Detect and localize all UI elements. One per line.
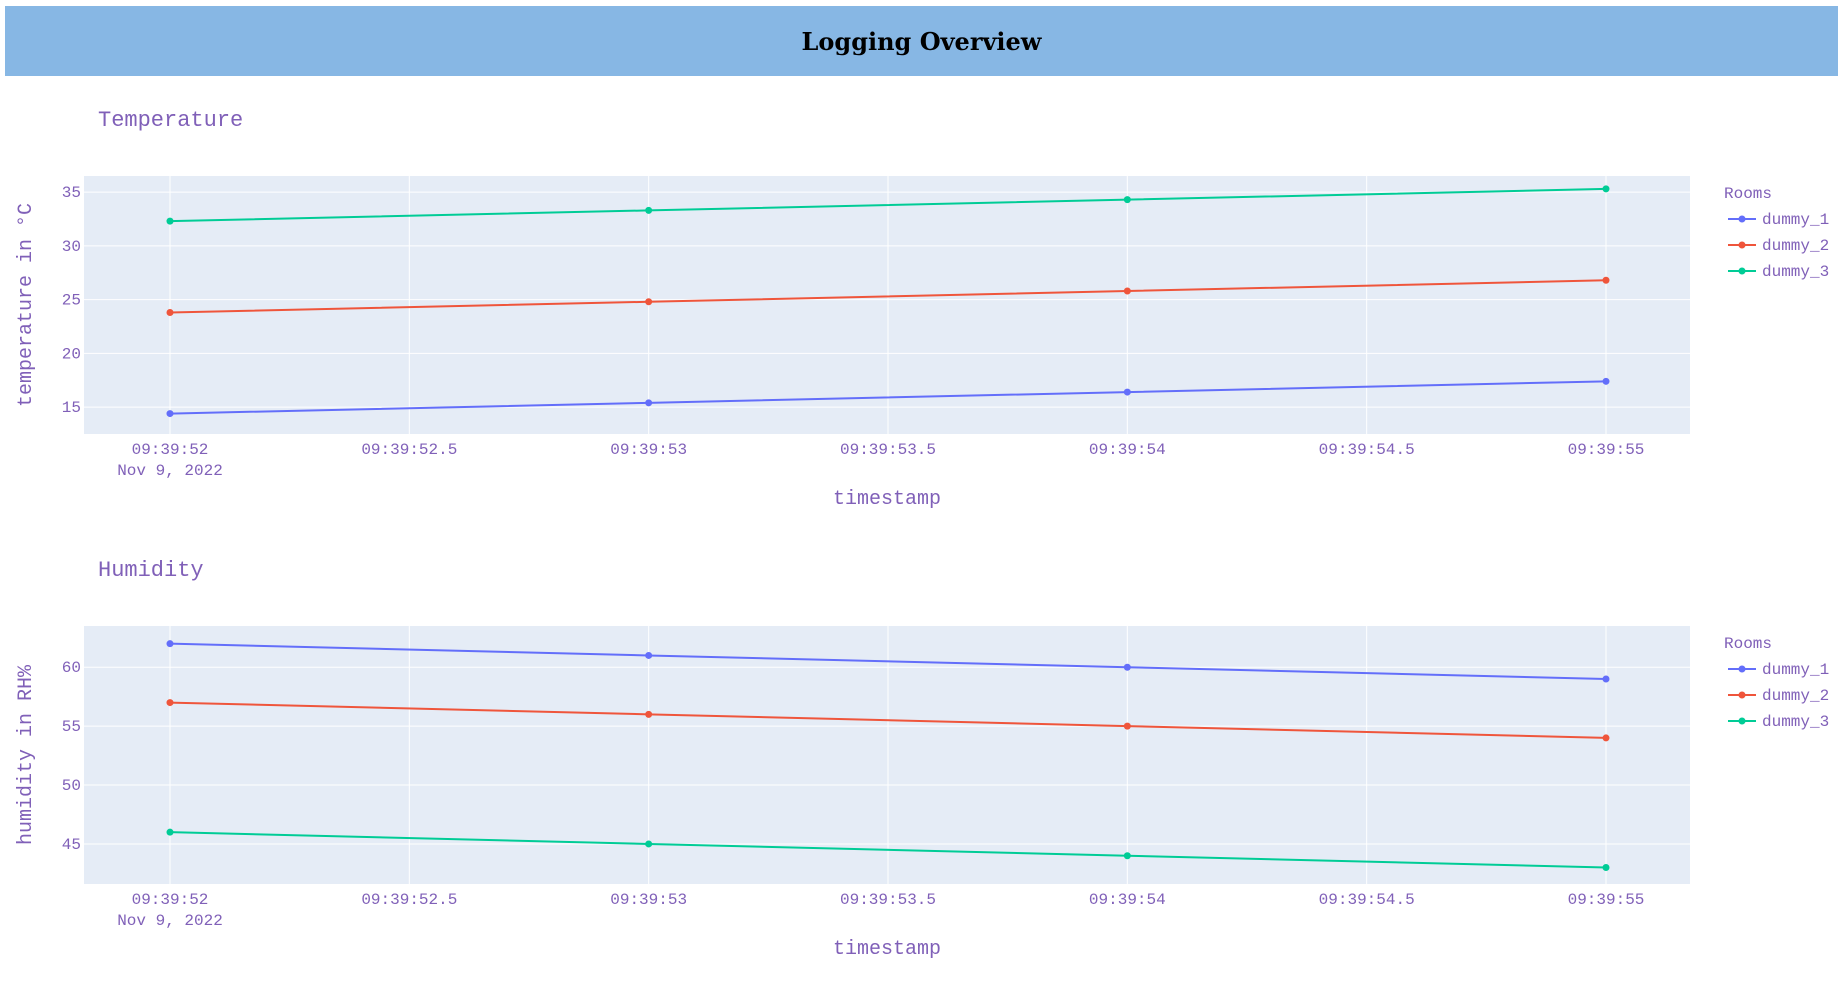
temperature-x-date-label: Nov 9, 2022 [117,462,223,480]
page-header: Logging Overview [5,6,1838,76]
humidity-chart: Humidity 09:39:52 09:39:52.5 09:39:53 09:39:… [0,540,1838,990]
humidity-data-point-dummy_2 [645,710,653,718]
temperature-x-tick-label: 09:39:52 [132,441,209,459]
humidity-legend-title: Rooms [1724,635,1772,653]
temperature-data-point-dummy_2 [645,298,653,306]
page-title: Logging Overview [801,26,1042,56]
temperature-y-tick-label: 15 [62,399,81,417]
temperature-data-point-dummy_2 [1123,287,1131,295]
humidity-x-axis-title: timestamp [833,938,941,961]
humidity-x-tick-label: 09:39:53.5 [840,891,936,909]
humidity-data-point-dummy_1 [1123,663,1131,671]
temperature-chart-svg: Temperature 09:39:52 09:39:52.5 09:39:53 09:… [15,108,1829,511]
temperature-chart: Temperature 09:39:52 09:39:52.5 09:39:53 09:… [0,90,1838,540]
temperature-legend-item-dummy_3: dummy_3 [1762,263,1829,281]
temperature-plot-area [84,176,1690,434]
temperature-data-point-dummy_1 [1123,388,1131,396]
temperature-x-tick-label: 09:39:53 [610,441,687,459]
humidity-plot-area [84,626,1690,884]
temperature-legend-swatch-dot [1738,215,1746,223]
temperature-data-point-dummy_2 [166,309,174,317]
temperature-data-point-dummy_1 [1602,377,1610,385]
temperature-chart-title: Temperature [98,108,243,133]
humidity-series-line-dummy_1 [169,642,1607,681]
temperature-data-point-dummy_3 [1602,185,1610,193]
temperature-x-tick-label: 09:39:54 [1089,441,1166,459]
humidity-y-tick-label: 50 [62,777,81,795]
temperature-legend-item-dummy_2: dummy_2 [1762,237,1829,255]
humidity-y-axis-title: humidity in RH% [15,664,38,845]
humidity-data-point-dummy_1 [166,640,174,648]
humidity-legend-item-dummy_2: dummy_2 [1762,687,1829,705]
humidity-legend-item-dummy_3: dummy_3 [1762,713,1829,731]
temperature-legend-item-dummy_1: dummy_1 [1762,211,1829,229]
humidity-data-point-dummy_2 [166,699,174,707]
temperature-legend-swatch-dot [1738,241,1746,249]
humidity-x-tick-label: 09:39:55 [1568,891,1645,909]
humidity-legend-swatch-dot [1738,717,1746,725]
temperature-y-axis-title: temperature in °C [15,203,38,407]
temperature-data-point-dummy_3 [645,206,653,214]
humidity-data-point-dummy_3 [166,828,174,836]
temperature-x-tick-label: 09:39:53.5 [840,441,936,459]
humidity-data-point-dummy_2 [1602,734,1610,742]
temperature-x-axis-title: timestamp [833,488,941,511]
temperature-y-tick-label: 35 [62,184,81,202]
humidity-data-point-dummy_2 [1123,722,1131,730]
temperature-data-point-dummy_3 [1123,196,1131,204]
humidity-legend-swatch-dot [1738,665,1746,673]
temperature-y-tick-label: 30 [62,238,81,256]
humidity-data-point-dummy_3 [1123,852,1131,860]
humidity-legend-item-dummy_1: dummy_1 [1762,661,1829,679]
humidity-data-point-dummy_1 [1602,675,1610,683]
temperature-data-point-dummy_3 [166,217,174,225]
humidity-chart-title: Humidity [98,558,204,583]
humidity-data-point-dummy_3 [1602,864,1610,872]
temperature-x-tick-label: 09:39:55 [1568,441,1645,459]
temperature-x-tick-label: 09:39:54.5 [1319,441,1415,459]
temperature-series-line-dummy_2 [169,279,1607,314]
humidity-x-tick-label: 09:39:53 [610,891,687,909]
humidity-x-tick-label: 09:39:52.5 [361,891,457,909]
humidity-y-tick-label: 55 [62,718,81,736]
humidity-x-date-label: Nov 9, 2022 [117,912,223,930]
humidity-y-tick-label: 60 [62,659,81,677]
temperature-legend-swatch-dot [1738,267,1746,275]
humidity-legend-swatch-dot [1738,691,1746,699]
temperature-y-tick-label: 25 [62,292,81,310]
temperature-data-point-dummy_2 [1602,276,1610,284]
temperature-data-point-dummy_1 [645,399,653,407]
temperature-y-tick-label: 20 [62,345,81,363]
humidity-y-tick-label: 45 [62,836,81,854]
humidity-x-tick-label: 09:39:54.5 [1319,891,1415,909]
temperature-series-line-dummy_3 [169,187,1607,223]
humidity-series-line-dummy_3 [169,831,1607,869]
humidity-x-tick-label: 09:39:54 [1089,891,1166,909]
humidity-series-line-dummy_2 [169,701,1607,739]
temperature-x-tick-label: 09:39:52.5 [361,441,457,459]
humidity-data-point-dummy_1 [645,651,653,659]
temperature-data-point-dummy_1 [166,410,174,418]
humidity-chart-svg: Humidity 09:39:52 09:39:52.5 09:39:53 09:39:… [15,558,1829,961]
temperature-legend-title: Rooms [1724,185,1772,203]
temperature-series-line-dummy_1 [169,380,1607,415]
humidity-data-point-dummy_3 [645,840,653,848]
humidity-x-tick-label: 09:39:52 [132,891,209,909]
